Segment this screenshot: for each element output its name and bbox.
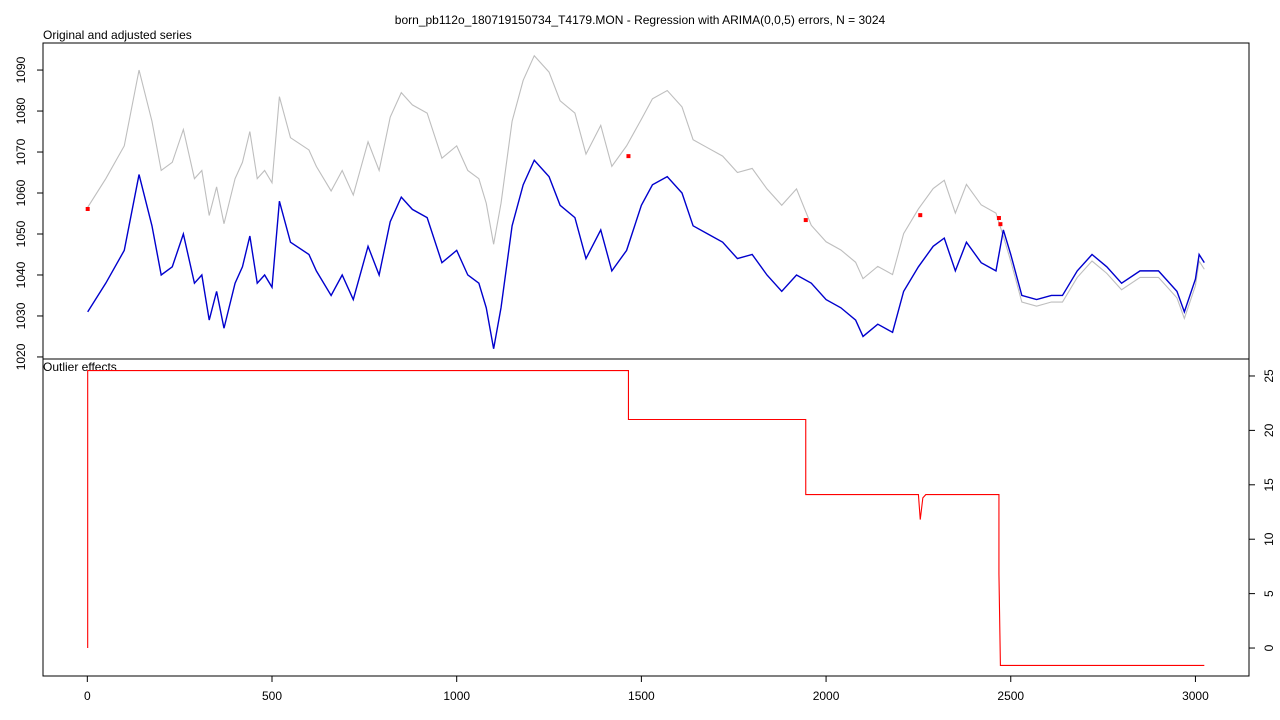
y-tick-label: 1040	[14, 261, 28, 288]
chart-title: born_pb112o_180719150734_T4179.MON - Reg…	[395, 13, 886, 27]
x-tick-label: 1000	[443, 689, 470, 703]
series-line	[87, 369, 1205, 666]
series-line	[87, 54, 1205, 321]
y-tick-label: 1020	[14, 343, 28, 370]
y-tick-label: 15	[1262, 478, 1276, 492]
x-tick-label: 1500	[628, 689, 655, 703]
x-tick-label: 2500	[997, 689, 1024, 703]
y-tick-label: 1070	[14, 138, 28, 165]
y-tick-label: 5	[1262, 590, 1276, 597]
y-tick-label: 1080	[14, 97, 28, 124]
y-tick-label: 25	[1262, 369, 1276, 383]
x-tick-label: 0	[84, 689, 91, 703]
y-tick-label: 1060	[14, 179, 28, 206]
x-tick-label: 500	[262, 689, 282, 703]
outlier-point	[998, 222, 1003, 227]
outlier-point	[803, 218, 808, 223]
x-tick-label: 3000	[1182, 689, 1209, 703]
y-tick-label: 0	[1262, 644, 1276, 651]
panel-frame	[42, 358, 1250, 677]
panel-title: Original and adjusted series	[43, 28, 192, 42]
y-tick-label: 10	[1262, 532, 1276, 546]
x-tick-label: 2000	[813, 689, 840, 703]
outlier-point	[918, 213, 923, 218]
y-tick-label: 1090	[14, 56, 28, 83]
panel-title: Outlier effects	[43, 360, 117, 374]
y-tick-label: 1030	[14, 302, 28, 329]
y-tick-label: 1050	[14, 220, 28, 247]
y-tick-label: 20	[1262, 423, 1276, 437]
outlier-point	[996, 216, 1001, 221]
outlier-point	[626, 154, 631, 159]
series-line	[87, 158, 1205, 349]
outlier-point	[85, 206, 90, 211]
